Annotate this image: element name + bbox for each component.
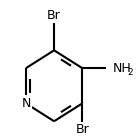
Text: Br: Br [75,123,89,136]
Text: N: N [21,97,31,110]
Text: Br: Br [47,9,61,22]
Text: 2: 2 [127,68,133,77]
Text: NH: NH [113,62,132,75]
